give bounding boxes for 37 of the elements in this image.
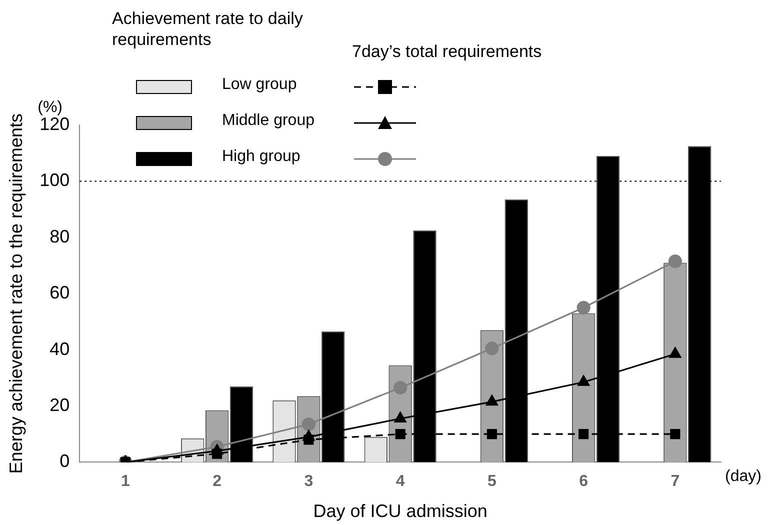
- x-tick-label: 6: [579, 473, 588, 490]
- legend-label: High group: [222, 148, 300, 166]
- x-tick-label: 4: [396, 473, 405, 490]
- y-tick-label: 20: [50, 394, 70, 415]
- point: [302, 417, 316, 432]
- point: [668, 254, 682, 268]
- point: [394, 380, 408, 395]
- point: [395, 429, 406, 440]
- point: [576, 300, 590, 314]
- y-axis-title: Energy achievement rate to the requirements: [6, 114, 26, 474]
- point: [394, 412, 406, 422]
- point: [485, 342, 499, 356]
- point: [578, 429, 589, 440]
- point: [486, 394, 498, 406]
- x-tick-label: 2: [212, 473, 222, 490]
- y-tick-label: 80: [50, 226, 70, 246]
- text: 7day’s total requirements: [352, 42, 542, 62]
- y-tick-label: 0: [60, 451, 70, 472]
- point: [669, 347, 682, 358]
- legend-label: Middle group: [222, 112, 314, 130]
- x-tick-label: 5: [487, 473, 496, 490]
- y-tick-label: 60: [50, 282, 70, 303]
- x-tick-label: 1: [120, 473, 130, 490]
- x-tick-label: 7: [670, 473, 680, 490]
- point: [670, 429, 680, 440]
- y-tick-label: 40: [50, 338, 70, 359]
- legend-title: Achievement rate to daily requirements: [112, 8, 304, 50]
- y-tick-label: 100: [40, 170, 70, 190]
- point: [486, 429, 497, 440]
- point: [304, 434, 314, 445]
- text: (day): [725, 468, 762, 486]
- legend-label: Low group: [222, 76, 297, 94]
- x-tick-label: 3: [304, 473, 314, 490]
- point: [578, 375, 590, 386]
- point: [212, 448, 222, 459]
- text: (%): [38, 99, 63, 117]
- x-axis-title: Day of ICU admission: [313, 501, 488, 522]
